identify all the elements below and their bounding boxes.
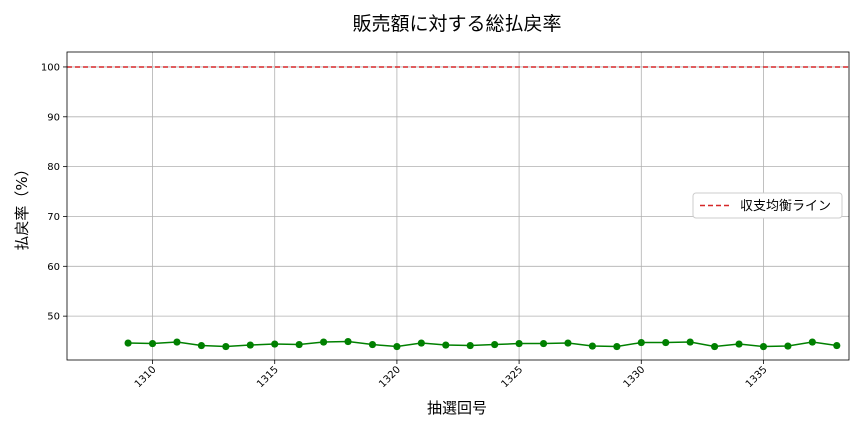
- data-point: [173, 338, 181, 346]
- data-point: [686, 338, 694, 346]
- x-axis-title: 抽選回号: [427, 399, 487, 417]
- legend-label: 収支均衡ライン: [740, 199, 831, 214]
- data-point: [515, 339, 523, 348]
- data-point: [637, 338, 645, 347]
- data-point: [344, 337, 352, 346]
- legend-box: [692, 192, 843, 219]
- chart-title: 販売額に対する総払戻率: [352, 13, 561, 35]
- data-point: [808, 338, 816, 346]
- y-tick-label: 50: [47, 312, 60, 323]
- legend: 収支均衡ライン: [692, 192, 843, 219]
- plot-frame: [66, 51, 850, 361]
- data-point: [759, 342, 768, 351]
- x-axis: 1310 1315 1320 1325 1330 1335: [133, 360, 770, 390]
- data-point: [442, 341, 450, 349]
- data-point: [393, 342, 401, 351]
- data-point: [539, 339, 548, 348]
- x-tick-label: 1315: [255, 364, 281, 390]
- x-tick-label: 1325: [499, 364, 525, 390]
- data-point: [368, 340, 377, 349]
- data-point: [124, 339, 132, 347]
- y-axis: 50 60 70 80 90 100: [41, 62, 67, 323]
- data-point: [319, 338, 328, 346]
- y-axis-title: 払戻率（%）: [13, 161, 31, 250]
- data-point: [662, 338, 670, 347]
- data-point: [466, 341, 474, 350]
- x-tick-label: 1330: [622, 364, 648, 390]
- data-point: [148, 339, 157, 348]
- data-point: [417, 339, 425, 347]
- x-tick-label: 1320: [377, 364, 403, 390]
- data-point: [197, 341, 206, 350]
- y-tick-label: 70: [47, 212, 60, 223]
- data-point: [588, 342, 597, 350]
- data-point: [246, 341, 254, 349]
- x-tick-label: 1335: [744, 364, 770, 390]
- data-point: [784, 342, 792, 350]
- data-point: [613, 342, 621, 351]
- data-point: [833, 341, 841, 350]
- series-layer: [124, 337, 841, 351]
- y-tick-label: 60: [47, 262, 60, 273]
- y-tick-label: 80: [47, 162, 60, 173]
- x-tick-label: 1310: [133, 364, 159, 390]
- data-point: [564, 339, 572, 347]
- series-line: [128, 340, 837, 348]
- data-point: [710, 342, 719, 351]
- y-tick-label: 90: [47, 112, 60, 123]
- y-tick-label: 100: [41, 62, 60, 73]
- data-point: [222, 342, 230, 351]
- data-point: [491, 340, 499, 349]
- data-point: [735, 340, 743, 348]
- data-point: [271, 340, 279, 348]
- data-point: [295, 340, 303, 349]
